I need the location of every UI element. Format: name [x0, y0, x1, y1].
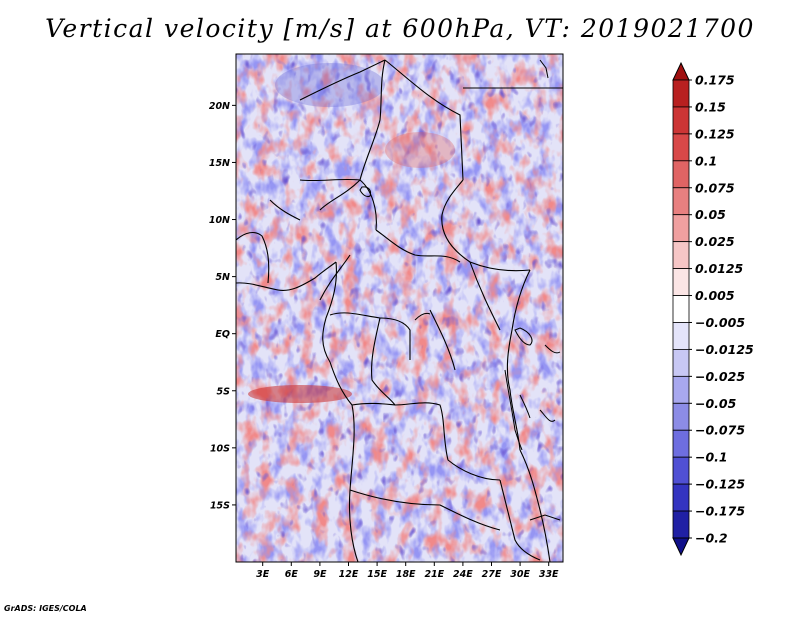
colorbar-label: 0.125: [695, 126, 735, 141]
x-tick-label: 12E: [339, 569, 359, 580]
colorbar-label: −0.05: [695, 396, 737, 411]
x-tick-label: 9E: [313, 569, 327, 580]
x-tick-label: 24E: [453, 569, 473, 580]
colorbar-box: [672, 106, 690, 135]
x-tick-label: 18E: [396, 569, 416, 580]
x-tick-label: 6E: [285, 569, 299, 580]
x-tick-label: 3E: [256, 569, 270, 580]
y-tick-label: 20N: [209, 101, 230, 112]
colorbar-box: [672, 456, 690, 485]
y-tick-label: 10N: [209, 215, 230, 226]
colorbar-box: [672, 160, 690, 189]
y-tick-label: 5S: [217, 386, 231, 397]
x-tick-label: 15E: [367, 569, 387, 580]
colorbar-label: 0.005: [695, 288, 735, 303]
colorbar-label: 0.05: [695, 207, 726, 222]
colorbar-label: −0.005: [695, 315, 745, 330]
colorbar-label: 0.175: [695, 73, 735, 88]
colorbar-box: [672, 295, 690, 323]
colorbar-box: [672, 322, 690, 350]
colorbar: 0.175 0.15 0.125 0.1 0.075 0.05 0.025 0.0125 0.0…: [672, 61, 754, 557]
colorbar-label: −0.075: [695, 423, 745, 438]
colorbar-box: [672, 510, 690, 539]
x-tick-label: 21E: [424, 569, 444, 580]
colorbar-box: [672, 483, 690, 512]
colorbar-label: 0.15: [695, 99, 726, 114]
colorbar-label: −0.1: [695, 450, 728, 465]
colorbar-label: −0.125: [695, 477, 745, 492]
colorbar-box: [672, 79, 690, 108]
colorbar-label: −0.0125: [695, 342, 754, 357]
x-tick-label: 33E: [539, 569, 559, 580]
x-tick-label: 30E: [510, 569, 530, 580]
feature-northeast-descent: [385, 132, 455, 168]
country-borders: [236, 59, 563, 562]
colorbar-box: [672, 429, 690, 458]
grads-credit: GrADS: IGES/COLA: [4, 604, 87, 613]
colorbar-label: −0.2: [695, 531, 728, 546]
colorbar-label: 0.1: [695, 153, 717, 168]
colorbar-box: [672, 375, 690, 404]
colorbar-label: 0.075: [695, 180, 735, 195]
y-tick-label: 10S: [210, 443, 230, 454]
x-tick-label: 27E: [482, 569, 502, 580]
y-tick-label: EQ: [215, 329, 230, 340]
chart-title: Vertical velocity [m/s] at 600hPa, VT: 2…: [45, 14, 755, 43]
axis-labels: 3E 6E 9E 12E 15E 18E 21E 24E 27E 30E 33E 20N 15N 10N 5…: [209, 101, 559, 580]
y-tick-label: 5N: [215, 272, 230, 283]
colorbar-label: −0.025: [695, 369, 745, 384]
axis-ticks: [232, 104, 550, 566]
colorbar-cap-bottom: [672, 537, 690, 557]
map-frame: [235, 53, 564, 563]
colorbar-cap-top: [672, 61, 690, 81]
colorbar-box: [672, 214, 690, 243]
colorbar-label: 0.0125: [695, 261, 744, 276]
colorbar-label: 0.025: [695, 234, 735, 249]
colorbar-label: −0.175: [695, 504, 745, 519]
lakes: [359, 59, 561, 521]
colorbar-box: [672, 133, 690, 162]
y-tick-label: 15N: [209, 158, 230, 169]
velocity-field: [236, 54, 563, 562]
colorbar-box: [672, 349, 690, 377]
colorbar-box: [672, 187, 690, 216]
colorbar-box: [672, 268, 690, 296]
feature-strong-ascent-band: [248, 385, 352, 403]
colorbar-box: [672, 402, 690, 431]
y-tick-label: 15S: [210, 500, 230, 511]
colorbar-box: [672, 241, 690, 269]
